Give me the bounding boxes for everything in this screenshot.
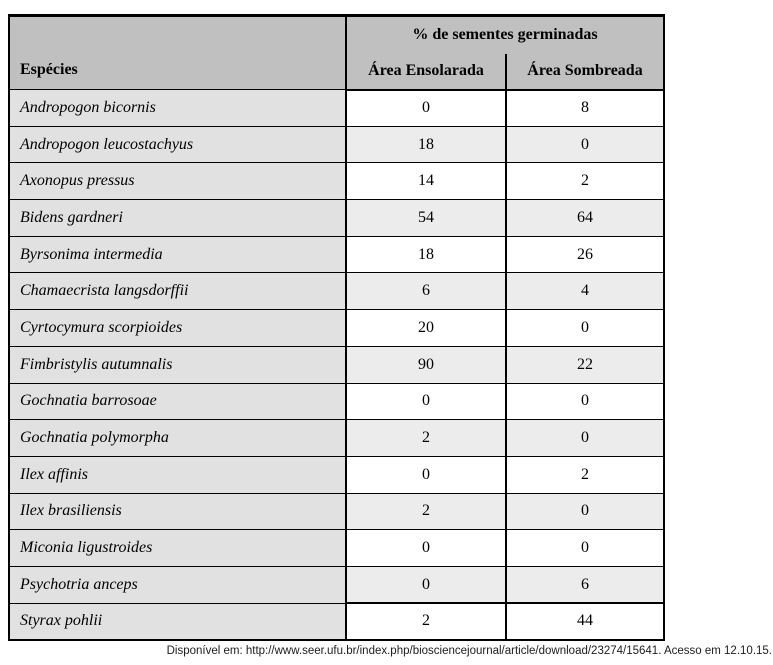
header-group-title: % de sementes germinadas [345,15,664,54]
sun-value: 2 [345,492,506,530]
species-name: Miconia ligustroides [9,529,346,567]
species-name: Psychotria anceps [9,565,346,604]
species-name: Cyrtocymura scorpioides [9,309,346,347]
table-row: Chamaecrista langsdorffii 6 4 [9,272,664,310]
header-species: Espécies [9,15,346,90]
sun-value: 14 [345,162,506,200]
header-sunny-area: Área Ensolarada [345,53,506,91]
table-row: Fimbristylis autumnalis 90 22 [9,345,664,383]
sun-value: 18 [345,235,506,273]
shade-value: 0 [505,309,664,347]
species-name: Gochnatia barrosoae [9,382,346,420]
species-name: Ilex brasiliensis [9,492,346,530]
table-row: Andropogon bicornis 0 8 [9,89,664,127]
germination-table: Espécies % de sementes germinadas Área E… [8,14,665,641]
shade-value: 26 [505,235,664,273]
species-name: Gochnatia polymorpha [9,419,346,457]
sun-value: 54 [345,199,506,237]
sun-value: 6 [345,272,506,310]
species-name: Byrsonima intermedia [9,235,346,273]
table-row: Byrsonima intermedia 18 26 [9,235,664,273]
species-name: Ilex affinis [9,455,346,494]
table-row: Styrax pohlii 2 44 [9,602,664,640]
shade-value: 0 [505,492,664,530]
sun-value: 20 [345,309,506,347]
header-row-sub: Área Ensolarada Área Sombreada [9,53,664,91]
shade-value: 0 [505,382,664,420]
table-row: Ilex affinis 0 2 [9,455,664,494]
source-citation: Disponível em: http://www.seer.ufu.br/in… [166,645,772,657]
species-name: Andropogon bicornis [9,89,346,127]
table-row: Cyrtocymura scorpioides 20 0 [9,309,664,347]
shade-value: 0 [505,529,664,567]
species-name: Andropogon leucostachyus [9,125,346,163]
shade-value: 0 [505,419,664,457]
table-row: Axonopus pressus 14 2 [9,162,664,200]
header-row-group: Espécies % de sementes germinadas [9,15,664,90]
table-row: Psychotria anceps 0 6 [9,565,664,604]
table-row: Miconia ligustroides 0 0 [9,529,664,567]
sun-value: 0 [345,382,506,420]
species-name: Fimbristylis autumnalis [9,345,346,383]
sun-value: 2 [345,419,506,457]
shade-value: 2 [505,162,664,200]
table-row: Gochnatia barrosoae 0 0 [9,382,664,420]
shade-value: 44 [505,602,664,640]
shade-value: 8 [505,89,664,127]
sun-value: 0 [345,529,506,567]
table-row: Ilex brasiliensis 2 0 [9,492,664,530]
shade-value: 6 [505,565,664,604]
shade-value: 2 [505,455,664,494]
sun-value: 2 [345,602,506,640]
species-name: Styrax pohlii [9,602,346,640]
species-name: Chamaecrista langsdorffii [9,272,346,310]
species-name: Bidens gardneri [9,199,346,237]
table-body: Andropogon bicornis 0 8 Andropogon leuco… [9,89,664,640]
shade-value: 0 [505,125,664,163]
table-row: Bidens gardneri 54 64 [9,199,664,237]
shade-value: 64 [505,199,664,237]
table-row: Gochnatia polymorpha 2 0 [9,419,664,457]
sun-value: 0 [345,565,506,604]
sun-value: 0 [345,455,506,494]
species-name: Axonopus pressus [9,162,346,200]
shade-value: 22 [505,345,664,383]
table-row: Andropogon leucostachyus 18 0 [9,125,664,163]
sun-value: 0 [345,89,506,127]
shade-value: 4 [505,272,664,310]
sun-value: 18 [345,125,506,163]
sun-value: 90 [345,345,506,383]
table-header: Espécies % de sementes germinadas Área E… [9,15,664,91]
header-shaded-area: Área Sombreada [505,53,664,91]
